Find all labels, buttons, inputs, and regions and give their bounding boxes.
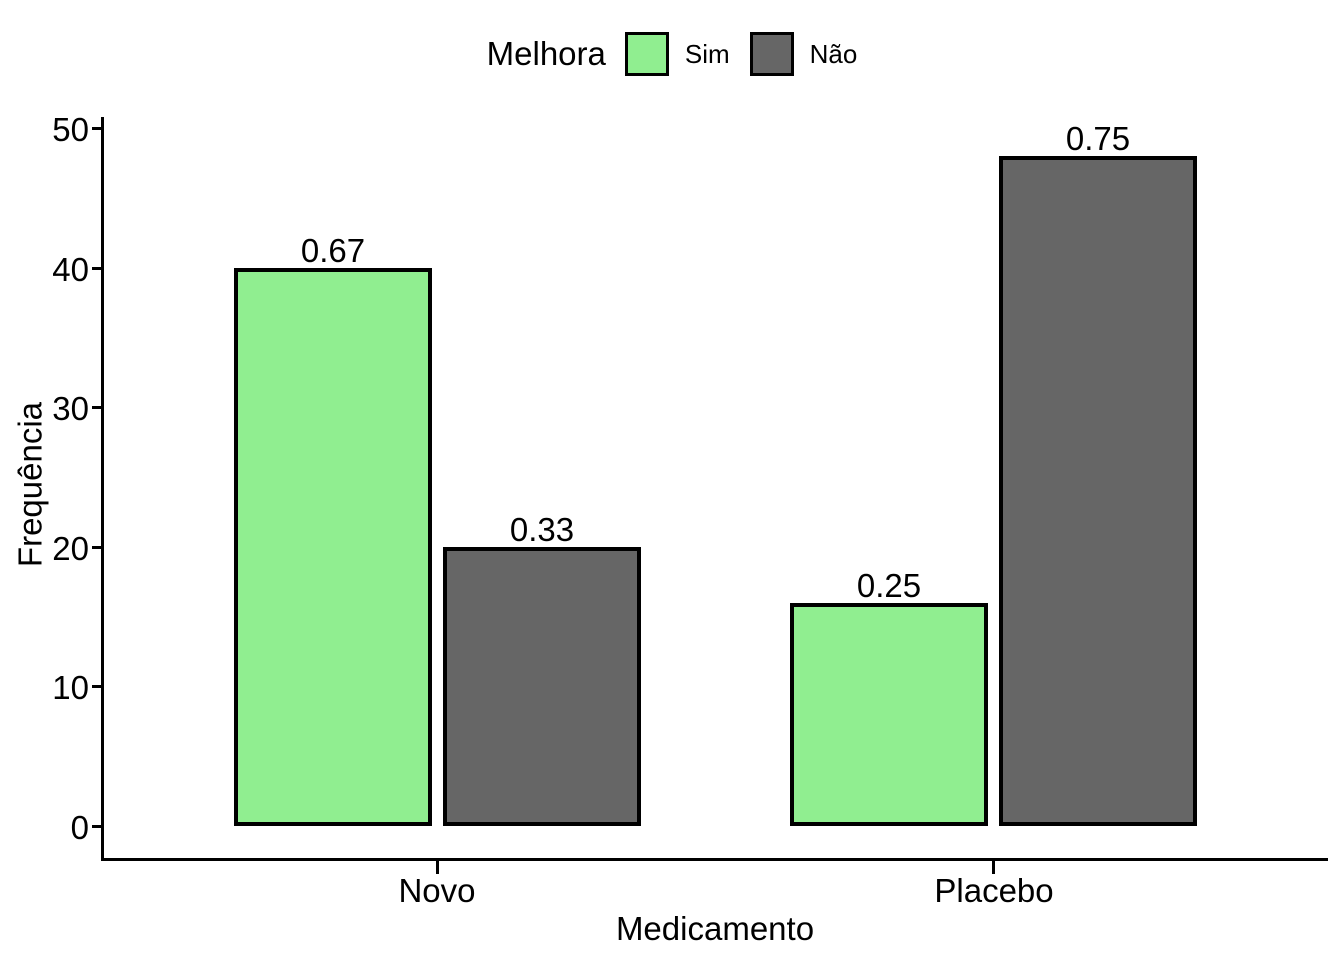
legend-swatch-sim: [624, 32, 669, 76]
y-tick-label: 50: [52, 111, 89, 148]
y-tick-label: 0: [70, 809, 89, 846]
y-tick: [92, 267, 104, 270]
legend-item-sim: Sim: [624, 32, 730, 76]
y-tick: [92, 406, 104, 409]
x-axis-title: Medicamento: [615, 910, 815, 947]
y-axis-title: Frequência: [11, 401, 49, 568]
y-tick-label: 10: [52, 669, 89, 706]
bar-novo-nao: [443, 547, 641, 826]
y-tick: [92, 685, 104, 688]
bar-novo-sim: [234, 268, 432, 826]
legend-swatch-nao: [749, 32, 794, 76]
legend-label-nao: Não: [809, 39, 858, 69]
bar-placebo-sim: [790, 603, 988, 826]
y-tick: [92, 546, 104, 549]
legend-items: Sim Não: [624, 32, 858, 76]
bar-placebo-nao: [999, 156, 1197, 826]
y-tick: [92, 825, 104, 828]
y-tick-label: 20: [52, 530, 89, 567]
x-tick: [436, 858, 439, 874]
legend-title: Melhora: [486, 35, 606, 72]
legend: Melhora Sim Não: [0, 31, 1344, 77]
y-tick-label: 30: [52, 390, 89, 427]
bar-value-label-novo-sim: 0.67: [300, 232, 366, 269]
bar-value-label-placebo-nao: 0.75: [1065, 120, 1131, 157]
x-axis-line: [101, 858, 1328, 861]
y-axis-line: [101, 117, 104, 861]
bar-value-label-placebo-sim: 0.25: [856, 567, 922, 604]
x-tick-label-novo: Novo: [398, 872, 476, 909]
y-tick-label: 40: [52, 251, 89, 288]
bar-value-label-novo-nao: 0.33: [509, 511, 575, 548]
x-tick: [992, 858, 995, 874]
x-tick-label-placebo: Placebo: [934, 872, 1054, 909]
legend-label-sim: Sim: [684, 39, 730, 69]
legend-item-nao: Não: [749, 32, 858, 76]
y-tick: [92, 127, 104, 130]
